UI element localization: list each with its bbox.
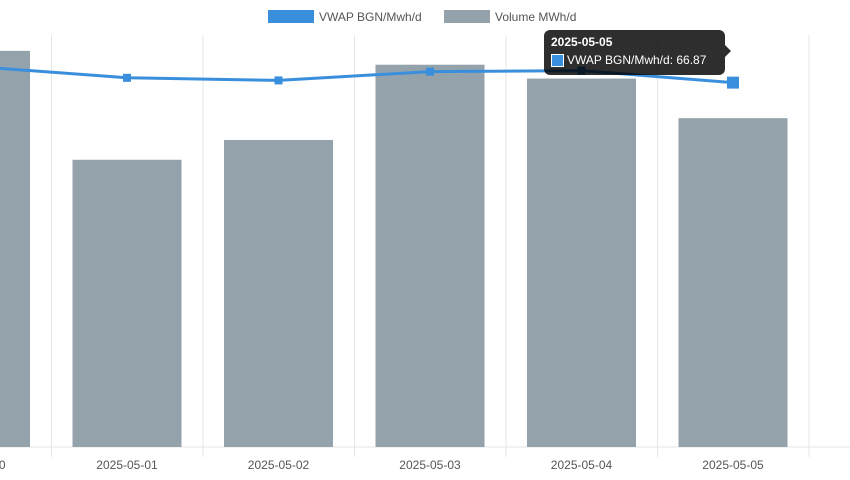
tooltip-label: VWAP BGN/Mwh/d: 66.87 xyxy=(567,53,707,67)
x-axis-tick-labels: 30 2025-05-01 2025-05-02 2025-05-03 2025-05-… xyxy=(0,458,764,472)
tooltip-color-swatch xyxy=(551,53,564,67)
tooltip-title: 2025-05-05 xyxy=(551,35,613,49)
chart-tooltip: 2025-05-05 VWAP BGN/Mwh/d: 66.87 xyxy=(544,30,725,75)
legend-label[interactable]: VWAP BGN/Mwh/d xyxy=(319,10,422,24)
volume-bar[interactable] xyxy=(72,159,182,448)
volume-bar[interactable] xyxy=(678,118,788,447)
x-tick-label: 2025-05-02 xyxy=(248,458,310,472)
vwap-point[interactable] xyxy=(426,67,434,76)
volume-bar[interactable] xyxy=(224,139,333,447)
legend-swatch[interactable] xyxy=(268,10,314,23)
volume-bars xyxy=(0,50,788,448)
volume-bar[interactable] xyxy=(375,64,485,447)
x-tick-label: 2025-05-05 xyxy=(702,458,764,472)
tooltip-row: VWAP BGN/Mwh/d: 66.87 xyxy=(551,53,718,67)
x-tick-label: 2025-05-03 xyxy=(399,458,461,472)
legend-label[interactable]: Volume MWh/d xyxy=(495,10,576,24)
vwap-point[interactable] xyxy=(123,73,131,82)
legend-swatch[interactable] xyxy=(444,10,490,23)
tooltip-caret xyxy=(725,45,731,57)
volume-bar[interactable] xyxy=(527,78,636,448)
vwap-point[interactable] xyxy=(727,76,739,89)
x-tick-label: 30 xyxy=(0,458,6,472)
volume-bar[interactable] xyxy=(0,50,30,447)
vwap-point[interactable] xyxy=(274,76,283,85)
x-tick-label: 2025-05-04 xyxy=(551,458,613,472)
legend[interactable]: VWAP BGN/Mwh/d Volume MWh/d xyxy=(268,10,576,24)
x-tick-label: 2025-05-01 xyxy=(96,458,158,472)
